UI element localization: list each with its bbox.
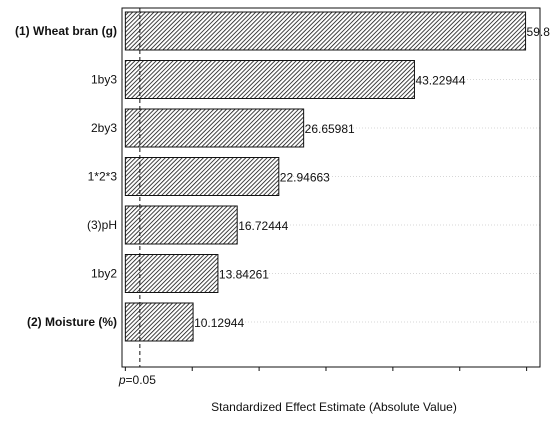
category-label: 1by3 [91, 73, 117, 87]
bar-4 [124, 157, 280, 196]
value-label: 16.72444 [238, 219, 288, 233]
value-label: 22.94663 [280, 171, 330, 185]
bars [124, 11, 527, 342]
category-label: 2by3 [91, 121, 117, 135]
bar-6 [124, 254, 219, 293]
category-label: 1by2 [91, 267, 117, 281]
category-label: (3)pH [87, 218, 117, 232]
labels: (1) Wheat bran (g) 59.841 1by3 43.22944 2by3… [15, 24, 550, 387]
category-label: (2) Moisture (%) [27, 315, 117, 329]
bar-5 [124, 205, 238, 245]
plot-frame [121, 7, 541, 368]
significance-label: p=0.05 [118, 373, 156, 387]
value-label: 13.84261 [219, 268, 269, 282]
value-label: 59.841 [527, 25, 550, 39]
value-label: 26.65981 [305, 122, 355, 136]
bar-7 [124, 302, 194, 342]
value-label: 10.12944 [194, 316, 244, 330]
x-axis-title: Standardized Effect Estimate (Absolute V… [211, 400, 457, 414]
bar-1 [124, 11, 527, 51]
bar-2 [124, 60, 415, 99]
bar-3 [124, 108, 305, 148]
value-label: 43.22944 [415, 74, 465, 88]
category-label: 1*2*3 [88, 170, 118, 184]
category-label: (1) Wheat bran (g) [15, 24, 117, 38]
axes [121, 7, 541, 371]
